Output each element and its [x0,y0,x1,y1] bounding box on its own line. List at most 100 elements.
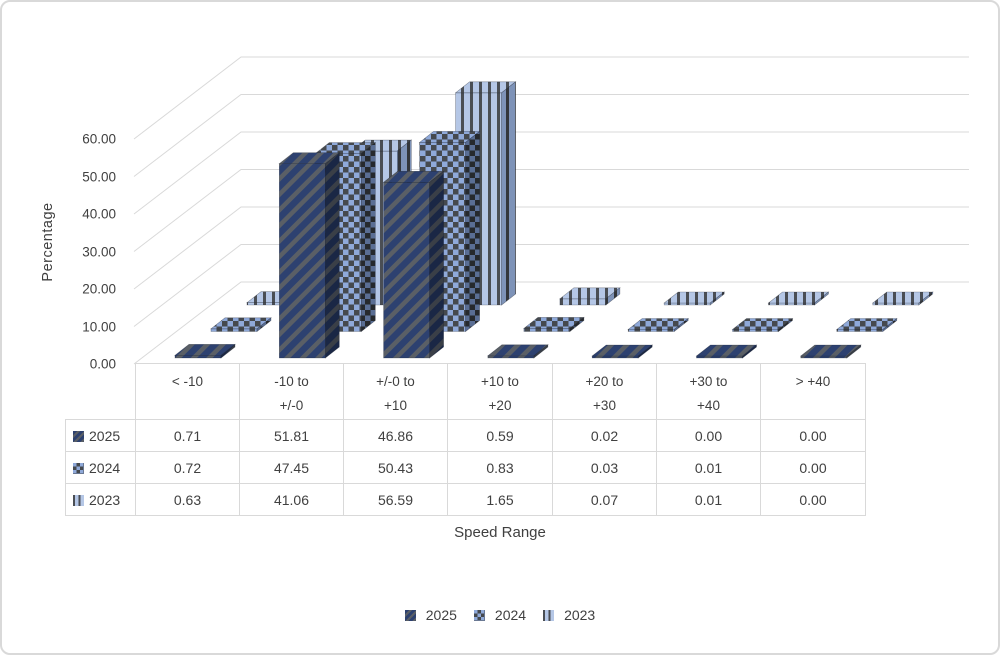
series-2023 [246,81,934,306]
bar-top-face [835,318,898,330]
bar-top-face [871,291,934,304]
category-header-row: < -10 -10 to +/-0 +/-0 to +10 +10 to +20 +20 to… [65,363,866,420]
x-axis-title: Speed Range [454,524,546,541]
bar-2024-2 [418,130,481,333]
legend: 2025 2024 2023 [2,607,998,623]
value-cell: 0.83 [447,451,553,484]
bar-side-face [673,317,689,333]
legend-item-2023: 2023 [543,607,595,623]
bar-front-face [872,302,920,306]
bar-front-face [278,163,326,359]
bar-2025-5 [695,344,758,359]
bar-2025-1 [278,152,341,359]
bar-front-face [210,328,258,332]
bar-top-face [487,344,549,357]
series-name: 2024 [89,459,121,476]
category-header-cell: +30 to +40 [656,363,761,420]
category-header-cell: < -10 [135,363,240,420]
gridline [133,281,969,365]
bar-side-face [569,316,585,333]
series-key-icon [73,462,84,474]
bar-top-face [246,291,308,303]
category-header-cell: +/-0 to +10 [343,363,448,420]
value-cell: 0.07 [552,483,657,516]
legend-label: 2025 [425,607,457,623]
bar-top-face [731,318,794,330]
bar-2023-5 [767,291,830,306]
bar-front-face [383,181,430,359]
bar-side-face [465,130,480,333]
bar-front-face [350,150,398,306]
series-key-icon [73,430,84,442]
bar-top-face [559,287,621,300]
gridline [133,206,969,290]
bar-2025-6 [799,344,862,359]
gridline [133,244,969,327]
value-cell: 0.03 [552,451,657,484]
value-cell: 47.45 [239,451,344,484]
bar-front-face [559,298,607,306]
bar-front-face [455,92,502,306]
value-cell: 41.06 [239,483,344,516]
table-row-2025: 2025 0.71 51.81 46.86 0.59 0.02 0.00 0.00 [65,419,866,452]
bar-top-face [314,142,377,154]
bar-top-face [382,170,445,183]
bar-front-face [768,302,815,306]
legend-key-icon [543,609,555,621]
bar-top-face [799,344,862,357]
bar-side-face [846,344,862,359]
bar-2025-0 [174,343,236,359]
gridlines [133,56,969,365]
legend-key-icon [404,609,416,621]
value-cell: 0.59 [447,419,553,452]
bar-side-face [256,317,272,333]
bar-front-face [800,355,848,359]
bar-front-face [246,302,294,306]
legend-item-2024: 2024 [473,607,526,623]
category-header-cell: > +40 [760,363,866,420]
bar-side-face [324,152,340,359]
y-tick-label: 60.00 [82,131,116,147]
bar-2023-6 [871,291,934,306]
bar-2025-4 [591,344,654,359]
gridline [133,169,969,252]
bar-2024-4 [627,317,690,333]
bar-side-face [605,287,621,306]
bar-front-face [663,302,711,306]
bar-front-face [523,328,571,332]
series-label-cell: 2023 [65,483,136,516]
series-label-cell: 2025 [65,419,136,452]
value-cell: 56.59 [343,483,448,516]
y-tick-label: 40.00 [82,206,116,222]
bar-top-face [454,81,517,94]
bar-side-face [778,317,793,333]
series-name: 2025 [89,427,121,444]
bar-side-face [220,343,236,359]
bar-2024-5 [731,317,794,333]
legend-item-2025: 2025 [404,607,457,623]
bar-side-face [882,317,898,333]
bar-top-face [523,317,585,329]
bar-top-face [767,291,830,304]
gridline [133,56,969,140]
series-2025 [174,152,862,359]
y-tick-label: 10.00 [82,319,116,334]
bar-2024-6 [835,317,898,333]
bar-top-face [350,139,413,152]
bar-front-face [732,329,779,332]
bar-side-face [292,291,308,306]
legend-key-icon [473,609,485,621]
gridline [133,131,969,215]
value-cell: 0.00 [656,419,761,452]
bar-top-face [418,131,481,143]
bar-2024-1 [314,141,377,333]
value-cell: 0.00 [760,419,866,452]
legend-label: 2023 [564,607,596,623]
bar-top-face [695,344,758,357]
bar-side-face [637,344,653,359]
bar-2023-4 [663,291,726,306]
series-name: 2023 [89,491,121,508]
y-tick-label: 20.00 [82,281,116,297]
bar-2023-2 [454,81,517,306]
